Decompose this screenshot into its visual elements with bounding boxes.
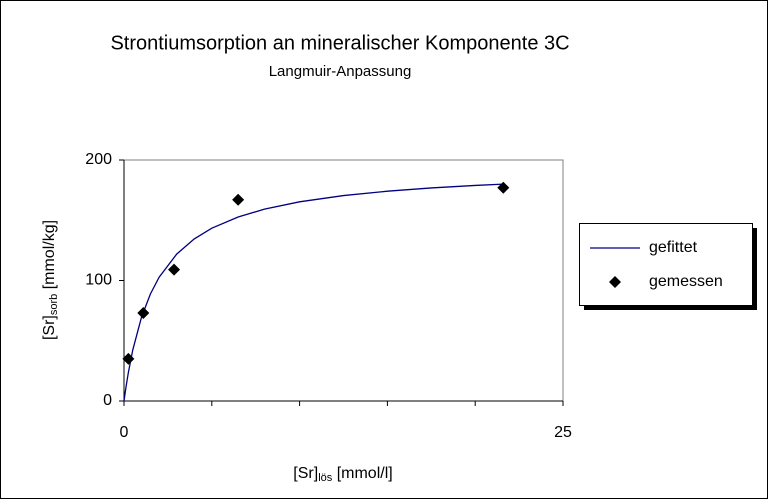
legend-marker — [609, 276, 621, 288]
y-axis-label: [Sr]sorb [mmol/kg] — [41, 220, 60, 340]
y-label-unit: [mmol/kg] — [41, 220, 58, 294]
y-tick-label: 100 — [85, 272, 112, 289]
fit-line — [123, 183, 504, 402]
x-label-main: [Sr] — [293, 465, 318, 482]
data-point — [122, 352, 135, 365]
y-label-main: [Sr] — [41, 315, 58, 340]
data-point — [232, 193, 245, 206]
chart-title: Strontiumsorption an mineralischer Kompo… — [110, 32, 569, 54]
y-label-sub: sorb — [48, 294, 60, 315]
x-tick-label: 25 — [554, 424, 572, 441]
data-point — [137, 307, 150, 320]
x-tick-label: 0 — [120, 424, 129, 441]
legend-label: gemessen — [649, 273, 723, 290]
x-label-sub: lös — [318, 472, 333, 484]
legend-box — [579, 223, 753, 306]
data-point — [168, 263, 181, 276]
y-tick-label: 0 — [103, 392, 112, 409]
y-tick-label: 200 — [85, 151, 112, 168]
data-point — [497, 181, 510, 194]
chart-subtitle: Langmuir-Anpassung — [269, 63, 412, 80]
legend-label: gefittet — [649, 239, 698, 256]
x-label-unit: [mmol/l] — [332, 465, 392, 482]
x-axis-label: [Sr]lös [mmol/l] — [293, 465, 392, 484]
